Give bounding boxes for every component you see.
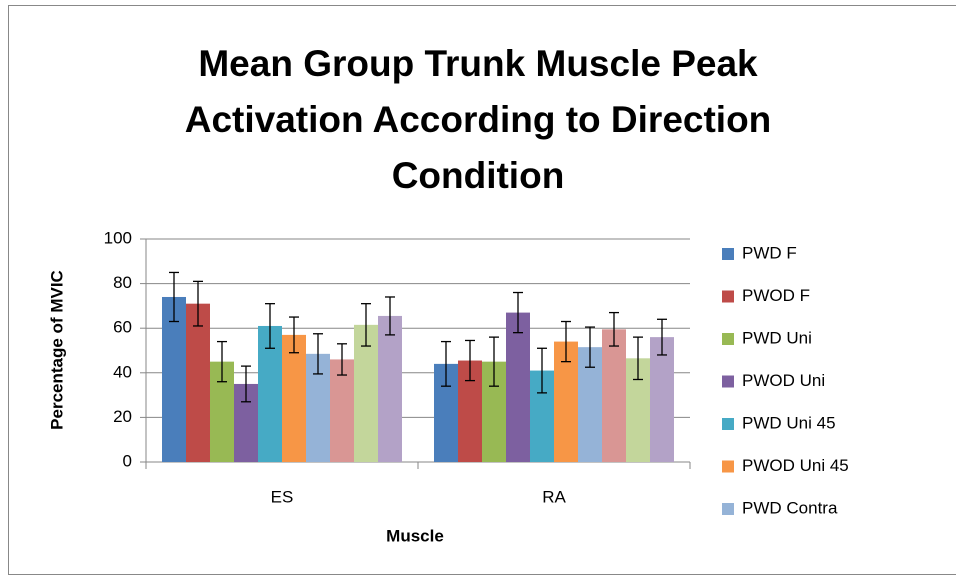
- error-bar: [385, 296, 395, 336]
- legend-swatch: [722, 503, 734, 515]
- error-bar: [585, 326, 595, 368]
- legend-swatch: [722, 290, 734, 303]
- chart-border: [8, 5, 956, 575]
- legend-swatch: [722, 333, 734, 345]
- legend-label: PWD Uni 45: [742, 413, 836, 432]
- x-axis-label: Muscle: [386, 526, 444, 545]
- error-bar: [465, 339, 475, 382]
- y-tick-label: 40: [113, 362, 132, 381]
- error-bar: [169, 271, 179, 323]
- legend-label: PWOD Uni: [742, 371, 825, 390]
- bar: [282, 334, 306, 462]
- error-bar: [537, 347, 547, 394]
- bar: [330, 359, 354, 462]
- bar: [378, 315, 402, 462]
- bar: [162, 296, 186, 462]
- error-bar: [361, 303, 371, 347]
- error-bar: [289, 316, 299, 354]
- legend-swatch: [722, 460, 734, 473]
- bar: [506, 312, 530, 462]
- chart-title: Mean Group Trunk Muscle Peak Activation …: [184, 43, 772, 196]
- bar: [602, 329, 626, 462]
- legend-swatch: [722, 375, 734, 388]
- legend-label: PWD Contra: [742, 498, 838, 517]
- legend-label: PWOD Uni 45: [742, 456, 849, 475]
- y-tick-label: 100: [104, 228, 132, 247]
- error-bar: [337, 343, 347, 376]
- legend-label: PWD F: [742, 243, 797, 262]
- bar: [354, 324, 378, 462]
- y-tick-label: 60: [113, 318, 132, 337]
- x-tick-label: ES: [271, 487, 294, 506]
- legend-swatch: [722, 418, 734, 430]
- error-bar: [657, 318, 667, 356]
- error-bar: [313, 333, 323, 375]
- error-bar: [609, 311, 619, 347]
- error-bar: [513, 291, 523, 334]
- error-bar: [265, 303, 275, 349]
- legend-swatch: [722, 248, 734, 260]
- error-bar: [441, 340, 451, 387]
- legend-label: PWOD F: [742, 286, 810, 305]
- error-bar: [489, 336, 499, 387]
- error-bar: [241, 365, 251, 403]
- x-tick-label: RA: [542, 487, 566, 506]
- error-bar: [633, 336, 643, 381]
- error-bar: [561, 320, 571, 363]
- y-tick-label: 80: [113, 273, 132, 292]
- error-bar: [193, 280, 203, 327]
- bar: [186, 303, 210, 462]
- bar: [650, 337, 674, 462]
- y-tick-label: 20: [113, 407, 132, 426]
- legend-label: PWD Uni: [742, 328, 812, 347]
- y-axis-label: Percentage of MVIC: [47, 270, 66, 430]
- error-bar: [217, 340, 227, 383]
- y-tick-label: 0: [123, 451, 132, 470]
